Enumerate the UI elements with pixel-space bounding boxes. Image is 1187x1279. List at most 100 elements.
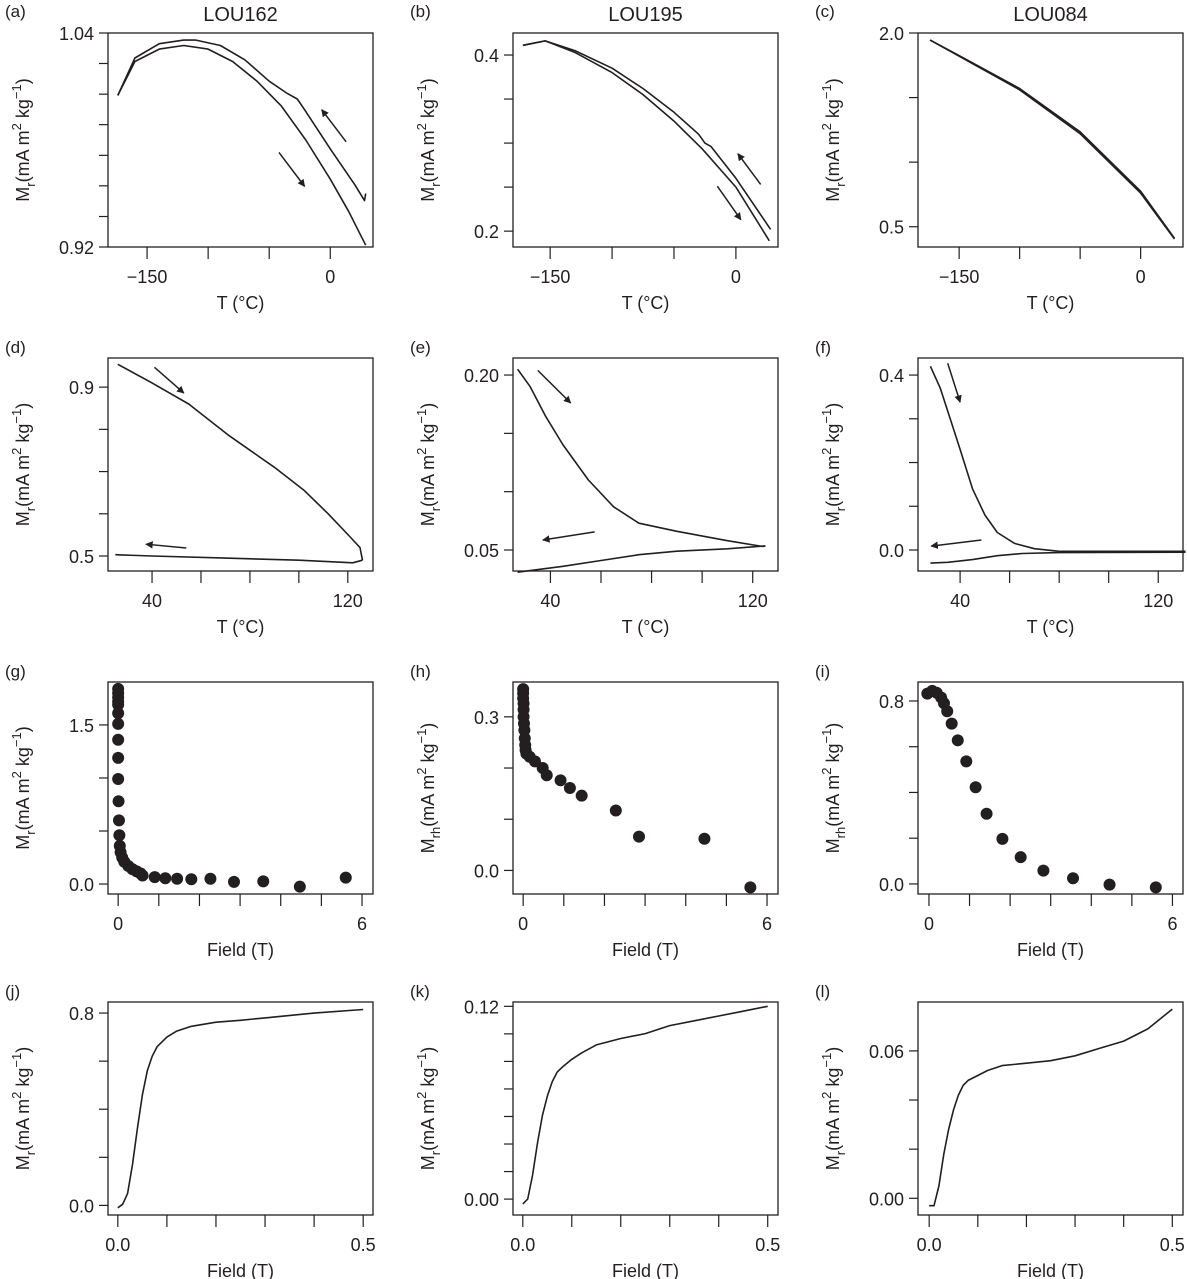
y-axis-title: Mrh(mA m2 kg−1) (414, 723, 443, 854)
direction-arrow-icon (537, 369, 572, 404)
y-axis-title-part: M (823, 1155, 843, 1170)
data-point (698, 832, 711, 845)
y-tick-label: 0.20 (464, 366, 499, 386)
y-axis-title-part: ) (823, 403, 843, 409)
series-line (929, 365, 1186, 553)
y-axis-title: Mr(mA m2 kg−1) (9, 78, 38, 201)
x-tick-label: 120 (738, 591, 768, 611)
data-point (339, 871, 352, 884)
panel-f: (f) 40 120 0.0 0.4 T (°C) Mr(mA m2 kg−1) (815, 338, 1186, 637)
y-tick-label: 0.0 (474, 861, 499, 881)
y-axis-title: Mrh(mA m2 kg−1) (819, 723, 848, 854)
plot-frame (107, 1001, 374, 1216)
y-tick-label: 2.0 (879, 24, 904, 44)
y-axis-title-part: kg (823, 1068, 843, 1092)
x-tick-label: 0 (731, 267, 741, 287)
plot-frame (917, 1001, 1184, 1216)
x-tick-label: 0 (924, 914, 934, 934)
data-point (159, 872, 172, 885)
data-point (112, 751, 125, 764)
x-axis-title: Field (T) (612, 1261, 679, 1279)
y-tick-label: 0.0 (879, 875, 904, 895)
x-tick-label: 0 (113, 914, 123, 934)
panel-a: (a) LOU162 −150 0 0.92 1.04 T (°C) Mr(mA m2 kg−… (5, 2, 374, 313)
plot-frame (107, 32, 374, 248)
y-axis-title-part: (mA m (13, 778, 33, 830)
y-tick-label: 0.5 (879, 218, 904, 238)
direction-arrow-icon (321, 109, 347, 143)
data-point (945, 717, 958, 730)
y-axis-title-part: kg (13, 747, 33, 771)
plot-frame (917, 357, 1184, 572)
y-tick-label: 0.06 (869, 1042, 904, 1062)
y-axis-title-part: M (13, 511, 33, 526)
series-line (117, 1008, 364, 1209)
y-tick-label: 0.8 (879, 692, 904, 712)
y-axis-title: Mr(mA m2 kg−1) (414, 1047, 443, 1170)
y-tick-label: 0.0 (69, 875, 94, 895)
panel-label: (j) (5, 982, 20, 1001)
series-line (115, 553, 363, 564)
x-tick-label: 120 (333, 591, 363, 611)
y-axis-title-part: r (23, 506, 38, 511)
plot-frame (512, 1001, 779, 1216)
y-axis-title-part: ) (13, 726, 33, 732)
y-axis-title-part: (mA m (13, 1099, 33, 1151)
y-tick-label: 1.5 (69, 716, 94, 736)
y-axis-title-part: kg (823, 99, 843, 123)
y-axis-title-part: r (833, 1150, 848, 1155)
series-line (929, 39, 1176, 240)
series-line (522, 40, 772, 230)
x-axis-title: T (°C) (217, 617, 265, 637)
x-tick-label: 6 (762, 914, 772, 934)
y-axis-title-part: 2 (819, 123, 834, 130)
y-tick-label: 0.92 (59, 238, 94, 258)
y-tick-label: 0.00 (464, 1190, 499, 1210)
x-axis-title: Field (T) (207, 1261, 274, 1279)
y-axis-title-part: kg (13, 424, 33, 448)
data-point (632, 830, 645, 843)
y-axis-title-part: (mA m (418, 775, 438, 827)
x-axis-title: T (°C) (622, 293, 670, 313)
y-axis-title-part: kg (418, 744, 438, 768)
series-line (929, 1008, 1173, 1207)
y-axis-title: Mr(mA m2 kg−1) (819, 403, 848, 526)
y-axis-title-part: (mA m (13, 455, 33, 507)
x-tick-label: 0 (325, 267, 335, 287)
x-tick-label: 40 (540, 591, 560, 611)
data-point (980, 807, 993, 820)
data-point (951, 734, 964, 747)
data-point (960, 755, 973, 768)
x-tick-label: 0.0 (510, 1235, 535, 1255)
y-axis-title: Mr(mA m2 kg−1) (414, 78, 443, 201)
data-point (112, 773, 125, 786)
data-point (112, 707, 125, 720)
y-axis-title-part: −1 (9, 84, 24, 99)
x-tick-label: 40 (142, 591, 162, 611)
y-tick-label: 0.5 (69, 547, 94, 567)
y-axis-title-part: ) (418, 723, 438, 729)
plot-frame (107, 357, 374, 572)
y-axis-title-part: r (428, 506, 443, 511)
y-axis-title-part: −1 (9, 1053, 24, 1068)
y-axis-title-part: −1 (819, 409, 834, 424)
y-axis-title: Mr(mA m2 kg−1) (414, 403, 443, 526)
x-tick-label: 0.0 (917, 1235, 942, 1255)
y-axis-title-part: ) (418, 1047, 438, 1053)
panel-k: (k) 0.0 0.5 0.00 0.12 Field (T) Mr(mA m2 kg−1) (410, 982, 780, 1279)
y-axis-title-part: −1 (9, 732, 24, 747)
x-tick-label: 0 (1136, 267, 1146, 287)
series-line (522, 40, 770, 242)
y-tick-label: 0.4 (474, 46, 499, 66)
direction-arrow-icon (153, 366, 185, 394)
x-tick-label: 6 (1167, 914, 1177, 934)
x-tick-label: 0.5 (755, 1235, 780, 1255)
x-tick-label: 0.5 (351, 1235, 376, 1255)
panel-label: (f) (815, 338, 831, 357)
data-point (1014, 851, 1027, 864)
y-axis-title: Mr(mA m2 kg−1) (9, 403, 38, 526)
panel-title: LOU195 (608, 4, 683, 26)
x-axis-title: Field (T) (1017, 940, 1084, 960)
y-axis-title-part: 2 (9, 1092, 24, 1099)
panel-label: (c) (815, 2, 835, 21)
